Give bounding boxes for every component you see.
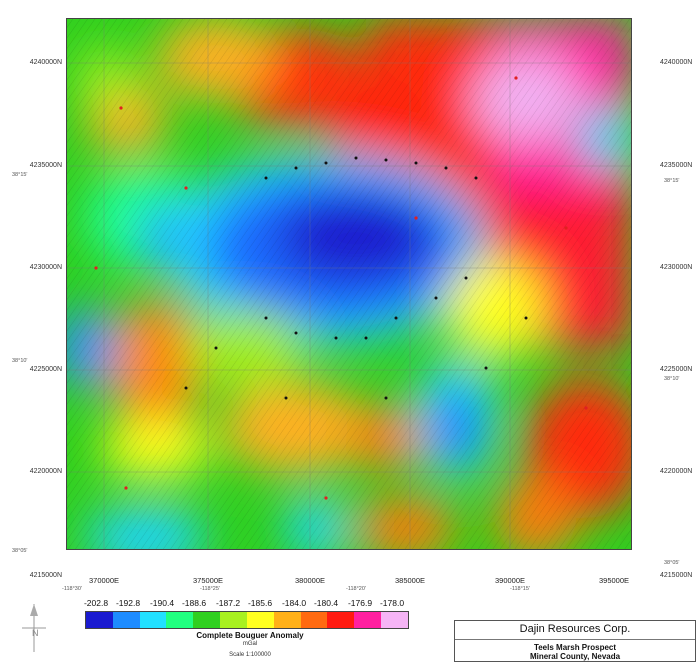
legend-swatch xyxy=(300,612,328,628)
legend-value: -202.8 xyxy=(83,598,109,608)
legend-value: -192.8 xyxy=(115,598,141,608)
northing-label-right: 4220000N xyxy=(660,468,693,475)
legend-value: -188.6 xyxy=(181,598,207,608)
easting-label: 385000E xyxy=(394,576,426,585)
legend-swatch xyxy=(381,612,408,628)
northing-label-right: 4235000N xyxy=(660,162,693,169)
northing-label-left: 4230000N xyxy=(29,264,62,271)
latitude-label-left: 38°10' xyxy=(12,358,28,364)
legend-value: -190.4 xyxy=(149,598,175,608)
legend-title: Complete Bouguer Anomaly xyxy=(196,631,304,640)
easting-label: 390000E xyxy=(494,576,526,585)
legend-swatch xyxy=(86,612,113,628)
legend-swatch xyxy=(193,612,221,628)
anomaly-surface xyxy=(66,18,632,550)
north-arrow xyxy=(14,600,54,656)
legend-swatch xyxy=(166,612,194,628)
easting-label: 375000E xyxy=(192,576,224,585)
legend-value: -185.6 xyxy=(247,598,273,608)
legend-swatch xyxy=(246,612,274,628)
prospect-name: Teels Marsh Prospect xyxy=(533,643,617,652)
legend-unit: mGal xyxy=(242,641,258,647)
location-name: Mineral County, Nevada xyxy=(529,652,621,661)
legend-value: -176.9 xyxy=(347,598,373,608)
latitude-label-right: 38°10' xyxy=(664,376,680,382)
northing-label-left: 4220000N xyxy=(29,468,62,475)
longitude-label: -118°20' xyxy=(346,586,366,592)
easting-label: 395000E xyxy=(598,576,630,585)
legend-swatch xyxy=(273,612,301,628)
longitude-label: -118°25' xyxy=(200,586,220,592)
longitude-label: -118°15' xyxy=(510,586,530,592)
latitude-label-right: 38°15' xyxy=(664,178,680,184)
legend-value: -178.0 xyxy=(379,598,405,608)
legend-colorbar xyxy=(85,611,409,629)
legend-swatch xyxy=(354,612,382,628)
easting-label: 380000E xyxy=(294,576,326,585)
northing-label-right: 4240000N xyxy=(660,59,693,66)
latitude-label-right: 38°05' xyxy=(664,560,680,566)
north-arrow-icon xyxy=(22,604,46,652)
latitude-label-left: 38°05' xyxy=(12,548,28,554)
north-arrow-label: N xyxy=(32,628,39,638)
gravity-anomaly-map xyxy=(66,18,632,550)
northing-label-left: 4235000N xyxy=(29,162,62,169)
legend-swatch xyxy=(327,612,355,628)
legend-swatch xyxy=(139,612,167,628)
northing-label-left: 4240000N xyxy=(29,59,62,66)
latitude-label-left: 38°15' xyxy=(12,172,28,178)
legend-value: -180.4 xyxy=(313,598,339,608)
legend-swatch xyxy=(220,612,247,628)
northing-label-left: 4215000N xyxy=(29,572,62,579)
title-block: Dajin Resources Corp. Teels Marsh Prospe… xyxy=(454,620,696,662)
company-name: Dajin Resources Corp. xyxy=(455,623,695,640)
northing-label-right: 4215000N xyxy=(660,572,693,579)
longitude-label: -118°30' xyxy=(62,586,82,592)
map-scale: Scale 1:100000 xyxy=(229,652,271,658)
easting-label: 370000E xyxy=(88,576,120,585)
legend-swatch xyxy=(112,612,140,628)
legend-value: -187.2 xyxy=(215,598,241,608)
northing-label-right: 4230000N xyxy=(660,264,693,271)
legend-value: -184.0 xyxy=(281,598,307,608)
northing-label-right: 4225000N xyxy=(660,366,693,373)
northing-label-left: 4225000N xyxy=(29,366,62,373)
